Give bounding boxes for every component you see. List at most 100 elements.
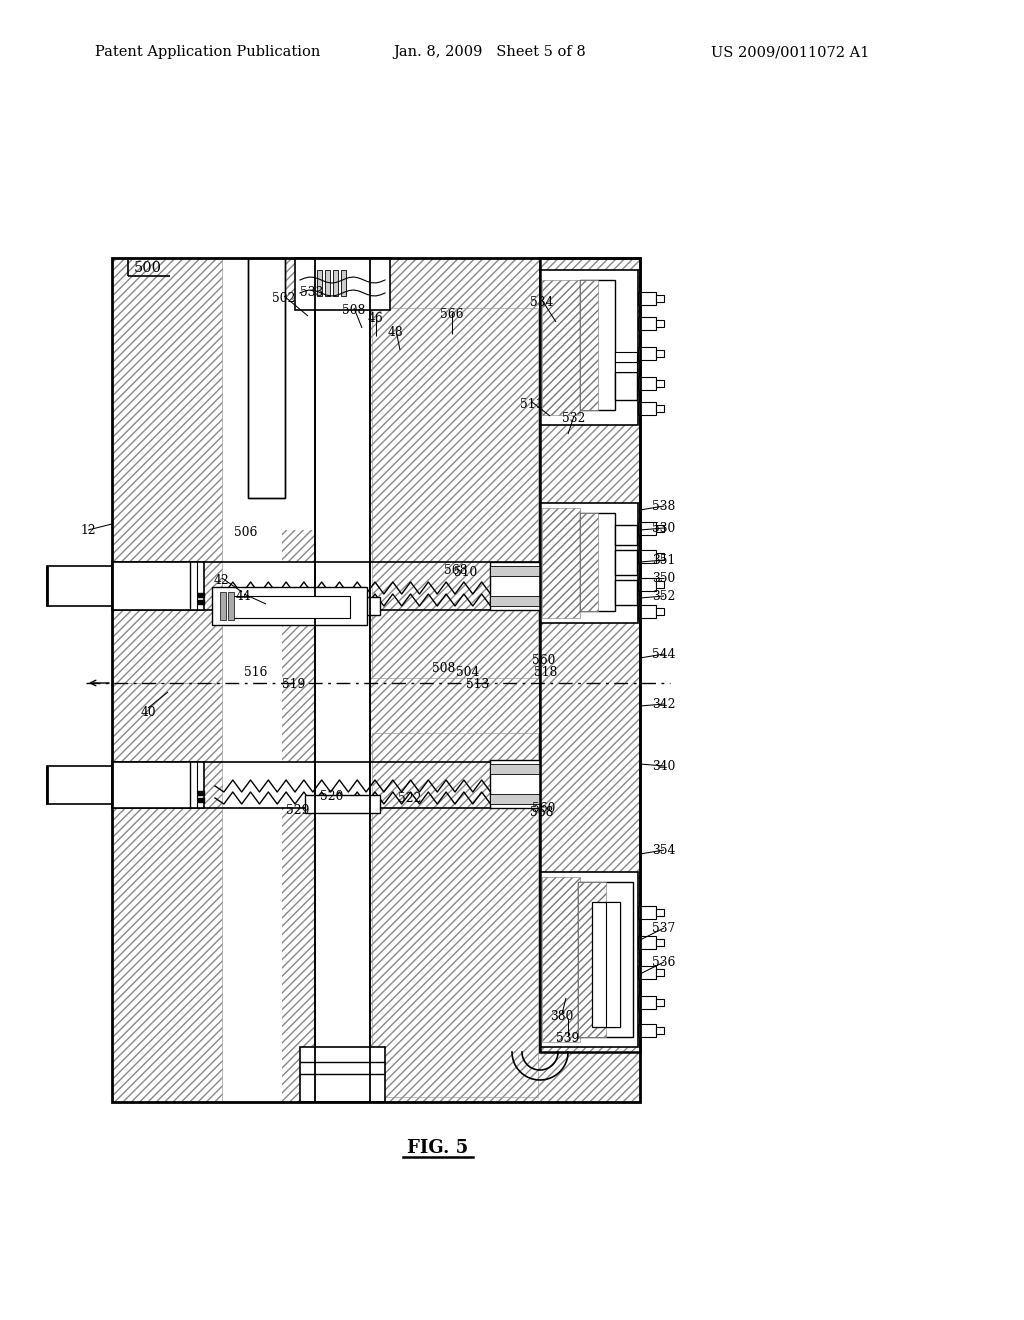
Bar bbox=[638, 997, 656, 1008]
Bar bbox=[220, 591, 226, 620]
Bar bbox=[638, 906, 656, 919]
Bar bbox=[490, 760, 540, 808]
Bar bbox=[578, 882, 633, 1038]
Bar bbox=[317, 271, 322, 296]
Bar bbox=[542, 876, 580, 1041]
Bar bbox=[638, 347, 656, 360]
Text: 534: 534 bbox=[530, 296, 554, 309]
Bar bbox=[112, 762, 315, 808]
Bar bbox=[540, 257, 640, 1052]
Text: 351: 351 bbox=[652, 553, 676, 566]
Text: 508: 508 bbox=[342, 304, 366, 317]
Text: 504: 504 bbox=[457, 665, 479, 678]
Bar bbox=[580, 280, 615, 411]
Text: 566: 566 bbox=[440, 308, 464, 321]
Bar bbox=[305, 795, 380, 813]
Text: 342: 342 bbox=[652, 697, 676, 710]
Bar bbox=[656, 999, 664, 1006]
Bar bbox=[638, 605, 656, 618]
Bar bbox=[228, 591, 234, 620]
Bar bbox=[615, 352, 637, 362]
Bar bbox=[198, 799, 205, 803]
Text: 544: 544 bbox=[652, 648, 676, 660]
Bar bbox=[540, 503, 638, 623]
Text: 532: 532 bbox=[562, 412, 586, 425]
Bar bbox=[656, 525, 664, 532]
Bar bbox=[656, 581, 664, 587]
Bar bbox=[540, 873, 638, 1047]
Bar bbox=[47, 566, 117, 606]
Bar bbox=[656, 939, 664, 946]
Text: 537: 537 bbox=[652, 921, 676, 935]
Bar bbox=[490, 764, 540, 774]
Text: 536: 536 bbox=[652, 956, 676, 969]
Text: 518: 518 bbox=[535, 665, 558, 678]
Bar bbox=[112, 762, 204, 808]
Text: 508: 508 bbox=[432, 661, 456, 675]
Bar bbox=[198, 601, 205, 605]
Bar bbox=[315, 257, 370, 1102]
Bar bbox=[656, 294, 664, 302]
Bar bbox=[540, 257, 640, 1052]
Text: 568: 568 bbox=[444, 564, 468, 577]
Text: 500: 500 bbox=[134, 261, 162, 275]
Bar bbox=[615, 579, 637, 605]
Bar bbox=[112, 562, 315, 610]
Text: 539: 539 bbox=[556, 1031, 580, 1044]
Bar bbox=[325, 271, 330, 296]
Bar bbox=[198, 791, 205, 796]
Bar bbox=[638, 1024, 656, 1038]
Bar bbox=[580, 513, 598, 611]
Text: 568: 568 bbox=[530, 805, 554, 818]
Text: 46: 46 bbox=[368, 312, 384, 325]
Bar bbox=[112, 257, 222, 682]
Bar bbox=[656, 350, 664, 356]
Bar bbox=[542, 280, 580, 414]
Bar bbox=[212, 587, 367, 624]
Bar bbox=[333, 271, 338, 296]
Text: 533: 533 bbox=[300, 285, 324, 298]
Bar bbox=[656, 1027, 664, 1034]
Bar bbox=[578, 882, 606, 1038]
Bar bbox=[615, 525, 637, 545]
Bar bbox=[112, 257, 640, 1102]
Text: 510: 510 bbox=[455, 565, 477, 578]
Text: 12: 12 bbox=[80, 524, 96, 536]
Bar bbox=[638, 550, 656, 564]
Bar bbox=[656, 969, 664, 975]
Bar bbox=[341, 271, 346, 296]
Bar bbox=[112, 300, 342, 531]
Text: 354: 354 bbox=[652, 843, 676, 857]
Bar bbox=[232, 597, 350, 618]
Text: 40: 40 bbox=[140, 705, 156, 718]
Text: 502: 502 bbox=[272, 292, 296, 305]
Bar bbox=[606, 902, 620, 1027]
Bar bbox=[295, 257, 390, 310]
Bar bbox=[372, 308, 538, 678]
Text: 513: 513 bbox=[466, 677, 489, 690]
Bar bbox=[47, 766, 117, 804]
Text: 529: 529 bbox=[287, 804, 309, 817]
Bar bbox=[305, 597, 380, 615]
Text: 560: 560 bbox=[532, 801, 556, 814]
Bar bbox=[198, 593, 205, 598]
Bar bbox=[542, 508, 580, 618]
Bar bbox=[112, 562, 204, 610]
Bar bbox=[656, 319, 664, 327]
Bar bbox=[638, 317, 656, 330]
Bar bbox=[112, 257, 640, 1102]
Bar bbox=[638, 966, 656, 979]
Bar bbox=[248, 257, 285, 498]
Bar bbox=[638, 578, 656, 591]
Bar bbox=[490, 795, 540, 804]
Text: 352: 352 bbox=[652, 590, 676, 602]
Bar bbox=[112, 682, 282, 1102]
Text: 511: 511 bbox=[520, 397, 544, 411]
Bar bbox=[656, 609, 664, 615]
Text: 506: 506 bbox=[234, 525, 258, 539]
Text: 560: 560 bbox=[532, 653, 556, 667]
Bar bbox=[656, 380, 664, 387]
Bar bbox=[580, 280, 598, 411]
Text: 42: 42 bbox=[214, 573, 229, 586]
Text: 519: 519 bbox=[283, 677, 306, 690]
